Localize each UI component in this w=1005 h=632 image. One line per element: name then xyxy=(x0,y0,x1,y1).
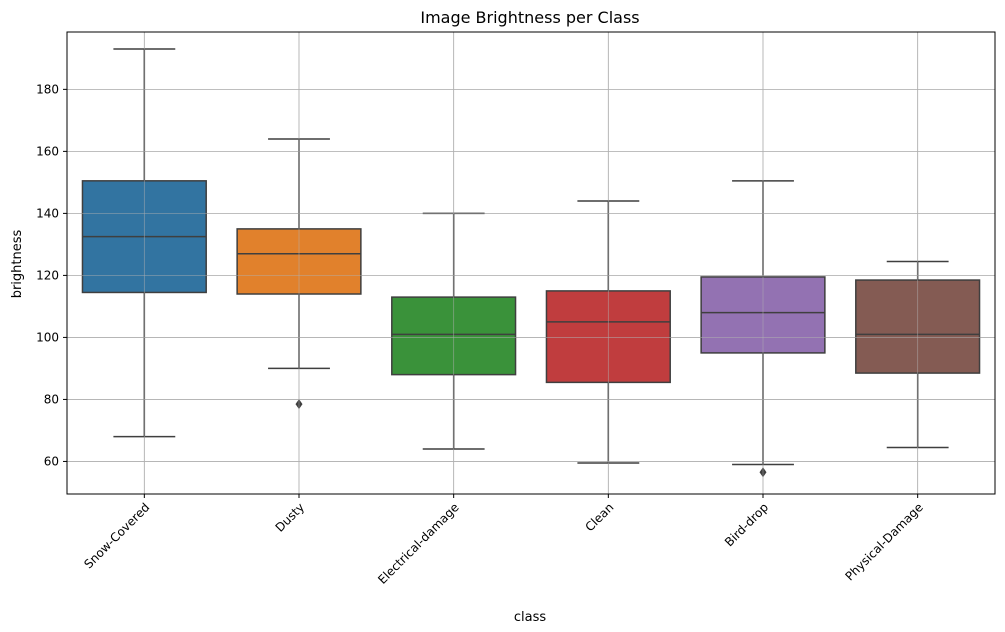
x-axis-label: class xyxy=(514,610,546,625)
x-tick-label: Electrical-damage xyxy=(375,500,462,587)
y-axis-ticks: 60 80 100 120 140 160 180 xyxy=(36,82,67,468)
y-tick-label: 160 xyxy=(36,144,59,158)
chart-title: Image Brightness per Class xyxy=(420,8,639,27)
x-tick-label: Dusty xyxy=(273,500,308,535)
box-series xyxy=(81,48,981,478)
x-axis-ticks: Snow-Covered Dusty Electrical-damage Clean B… xyxy=(81,494,926,587)
y-axis-label: brightness xyxy=(10,229,25,298)
x-tick-label: Bird-drop xyxy=(722,500,771,549)
y-tick-label: 100 xyxy=(36,330,59,344)
x-tick-label: Snow-Covered xyxy=(81,500,152,571)
grid-lines-overlay xyxy=(67,32,995,494)
y-tick-label: 180 xyxy=(36,82,59,96)
x-tick-label: Clean xyxy=(582,500,616,534)
y-tick-label: 140 xyxy=(36,206,59,220)
x-tick-label: Physical-Damage xyxy=(843,500,926,583)
y-tick-label: 120 xyxy=(36,268,59,282)
y-tick-label: 60 xyxy=(44,454,59,468)
y-tick-label: 80 xyxy=(44,392,59,406)
plot-frame xyxy=(66,31,996,495)
